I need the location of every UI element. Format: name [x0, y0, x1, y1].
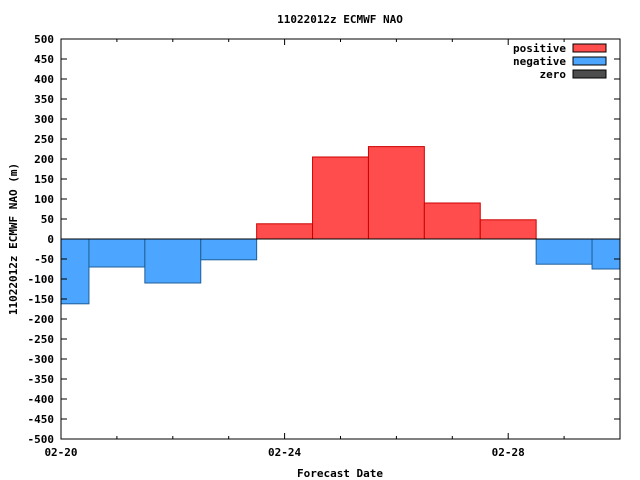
- y-tick-label: 250: [34, 133, 54, 146]
- y-tick-label: -50: [34, 253, 54, 266]
- bar-02-23: [200, 238, 258, 261]
- legend-label-negative: negative: [513, 55, 566, 68]
- bar-02-28: [479, 219, 537, 240]
- y-tick-label: -400: [28, 393, 55, 406]
- y-tick-label: 100: [34, 193, 54, 206]
- x-tick-label: 02-28: [492, 446, 525, 459]
- bar-02-26: [367, 146, 425, 240]
- plot-frame: [60, 38, 621, 440]
- legend-label-positive: positive: [513, 42, 566, 55]
- y-tick-label: -300: [28, 353, 55, 366]
- bar-02-27: [423, 202, 481, 240]
- x-tick-label: 02-24: [268, 446, 301, 459]
- ticks-layer: 500450400350300250200150100500-50-100-15…: [28, 33, 620, 459]
- y-tick-label: 400: [34, 73, 54, 86]
- y-tick-label: 0: [47, 233, 54, 246]
- y-tick-label: -250: [28, 333, 55, 346]
- y-tick-label: -350: [28, 373, 55, 386]
- y-tick-label: 50: [41, 213, 54, 226]
- bars-layer: [60, 146, 621, 305]
- y-tick-label: -200: [28, 313, 55, 326]
- bar-02-20: [60, 238, 90, 305]
- y-tick-label: -500: [28, 433, 55, 446]
- y-tick-label: 150: [34, 173, 54, 186]
- y-tick-label: 450: [34, 53, 54, 66]
- bar-02-29: [535, 238, 593, 265]
- y-tick-label: 350: [34, 93, 54, 106]
- bar-02-21: [88, 238, 146, 268]
- y-tick-label: -450: [28, 413, 55, 426]
- legend-swatch-zero: [572, 69, 607, 79]
- bar-02-25: [312, 156, 369, 240]
- x-axis-label: Forecast Date: [297, 467, 383, 480]
- y-tick-label: 500: [34, 33, 54, 46]
- y-tick-label: 300: [34, 113, 54, 126]
- legend-label-zero: zero: [540, 68, 567, 81]
- y-tick-label: -150: [28, 293, 55, 306]
- y-axis-label: 11022012z ECMWF NAO (m): [7, 163, 20, 315]
- x-tick-label: 02-20: [44, 446, 77, 459]
- legend-swatch-positive: [572, 43, 607, 53]
- legend-swatch-negative: [572, 56, 607, 66]
- bar-02-24: [256, 223, 314, 240]
- y-tick-label: 200: [34, 153, 54, 166]
- bar-02-22: [144, 238, 202, 284]
- chart-title: 11022012z ECMWF NAO: [277, 13, 403, 26]
- y-tick-label: -100: [28, 273, 55, 286]
- bar-03-01: [591, 238, 621, 270]
